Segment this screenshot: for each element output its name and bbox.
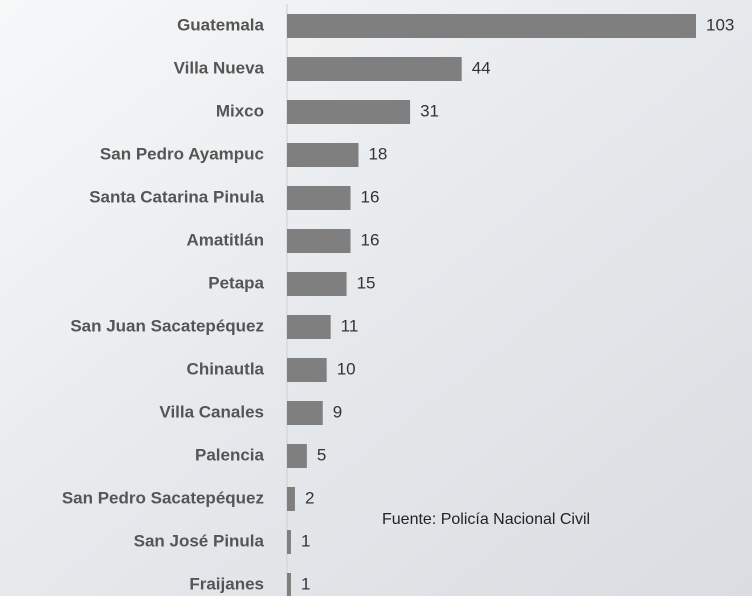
bar: [287, 229, 351, 253]
bar: [287, 272, 347, 296]
value-label: 10: [337, 359, 356, 378]
bar: [287, 573, 291, 596]
value-label: 44: [472, 58, 491, 77]
bar: [287, 143, 359, 167]
bar: [287, 401, 323, 425]
value-label: 1: [301, 531, 310, 550]
bar: [287, 100, 411, 124]
category-label: Amatitlán: [187, 230, 264, 249]
bar: [287, 186, 351, 210]
category-label: Villa Nueva: [174, 58, 265, 77]
category-label: Petapa: [208, 273, 264, 292]
category-label: Chinautla: [187, 359, 265, 378]
bar: [287, 14, 696, 38]
value-label: 18: [368, 144, 387, 163]
category-label: Santa Catarina Pinula: [89, 187, 264, 206]
category-label: Fraijanes: [189, 574, 264, 593]
category-label: Mixco: [216, 101, 264, 120]
source-note: Fuente: Policía Nacional Civil: [382, 511, 590, 528]
category-label: San Pedro Ayampuc: [100, 144, 264, 163]
value-label: 31: [420, 101, 439, 120]
bar: [287, 487, 295, 511]
bar: [287, 315, 331, 339]
value-label: 16: [361, 187, 380, 206]
category-label: San Juan Sacatepéquez: [70, 316, 264, 335]
value-label: 9: [333, 402, 342, 421]
value-label: 1: [301, 574, 310, 593]
value-label: 2: [305, 488, 314, 507]
category-label: Villa Canales: [159, 402, 264, 421]
category-label: Palencia: [195, 445, 265, 464]
value-label: 5: [317, 445, 326, 464]
value-label: 16: [361, 230, 380, 249]
category-label: San José Pinula: [134, 531, 265, 550]
value-label: 103: [706, 15, 734, 34]
bar: [287, 444, 307, 468]
category-label: Guatemala: [177, 15, 264, 34]
bar: [287, 358, 327, 382]
value-label: 11: [341, 316, 359, 335]
value-label: 15: [357, 273, 376, 292]
category-label: San Pedro Sacatepéquez: [62, 488, 264, 507]
bar: [287, 530, 291, 554]
bar: [287, 57, 462, 81]
